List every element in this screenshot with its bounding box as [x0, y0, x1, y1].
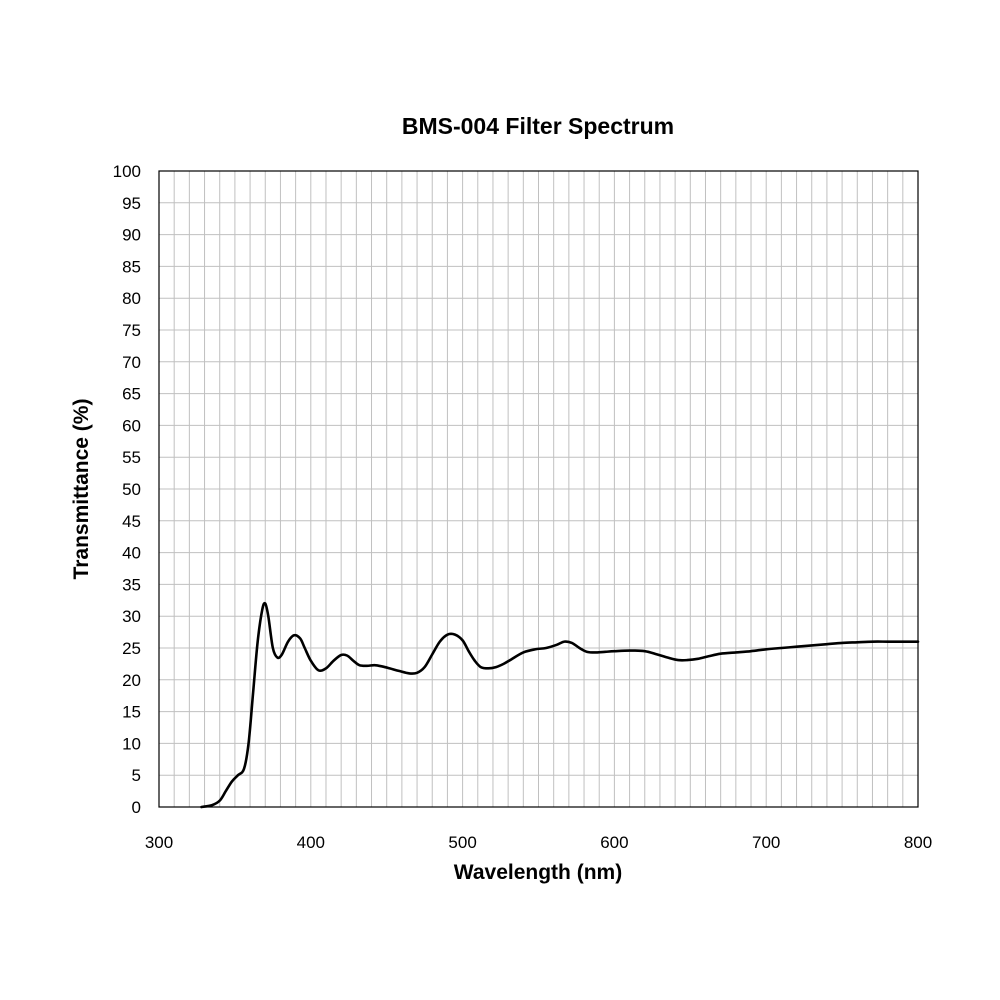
y-tick-label: 80: [122, 289, 141, 308]
y-tick-label: 20: [122, 671, 141, 690]
y-tick-label: 25: [122, 639, 141, 658]
x-axis-title: Wavelength (nm): [454, 861, 622, 884]
y-tick-label: 10: [122, 734, 141, 753]
y-tick-label: 30: [122, 607, 141, 626]
y-axis-title: Transmittance (%): [70, 399, 93, 580]
x-tick-label: 700: [752, 833, 780, 852]
x-axis-tick-labels: 300 400 500 600 700 800: [145, 833, 932, 852]
y-tick-label: 40: [122, 544, 141, 563]
plot-grid: [159, 171, 918, 807]
y-tick-label: 90: [122, 226, 141, 245]
y-tick-label: 75: [122, 321, 141, 340]
y-tick-label: 50: [122, 480, 141, 499]
y-tick-label: 35: [122, 575, 141, 594]
y-tick-label: 5: [132, 766, 141, 785]
y-tick-label: 15: [122, 703, 141, 722]
y-tick-label: 95: [122, 194, 141, 213]
x-tick-label: 300: [145, 833, 173, 852]
x-tick-label: 500: [448, 833, 476, 852]
y-tick-label: 85: [122, 257, 141, 276]
transmittance-series-line: [200, 601, 920, 809]
y-tick-label: 55: [122, 448, 141, 467]
x-tick-label: 400: [297, 833, 325, 852]
plot-area-frame: [158, 170, 919, 808]
y-tick-label: 65: [122, 385, 141, 404]
y-tick-label: 45: [122, 512, 141, 531]
chart-title: BMS-004 Filter Spectrum: [402, 113, 674, 139]
y-tick-label: 60: [122, 416, 141, 435]
x-tick-label: 600: [600, 833, 628, 852]
y-axis-tick-labels: 0 5 10 15 20 25 30 35 40 45 50 55 60 65 70 75 80 85 90 95 10…: [113, 162, 141, 817]
y-tick-label: 100: [113, 162, 141, 181]
x-tick-label: 800: [904, 833, 932, 852]
y-tick-label: 70: [122, 353, 141, 372]
y-tick-label: 0: [132, 798, 141, 817]
